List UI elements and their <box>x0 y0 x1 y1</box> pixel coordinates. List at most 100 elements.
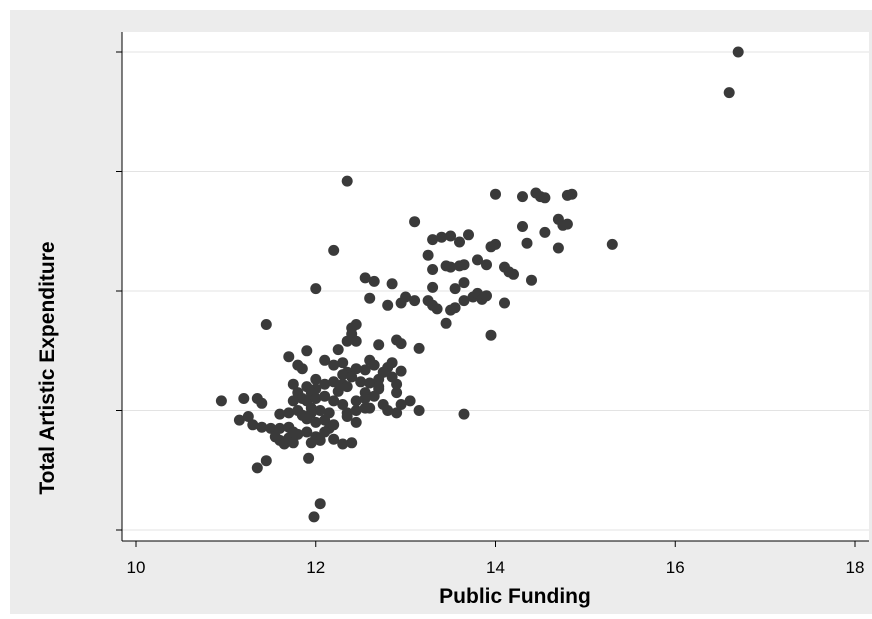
data-point <box>233 414 245 426</box>
data-point <box>337 399 349 410</box>
data-point <box>283 351 295 363</box>
x-axis-title: Public Funding <box>439 585 591 608</box>
data-point <box>337 438 349 450</box>
data-point <box>310 373 322 385</box>
plot-area <box>122 32 869 541</box>
data-point <box>328 433 340 445</box>
data-point <box>422 249 434 261</box>
data-point <box>458 259 470 271</box>
data-point <box>251 462 263 474</box>
data-point <box>368 275 380 287</box>
data-point <box>328 376 340 388</box>
data-point <box>440 317 452 329</box>
data-point <box>328 244 340 256</box>
data-point <box>526 274 537 286</box>
data-point <box>314 498 326 510</box>
data-point <box>449 302 461 314</box>
x-tick-label: 10 <box>127 558 146 577</box>
data-point <box>458 408 470 420</box>
data-point <box>427 264 439 275</box>
data-point <box>287 395 299 407</box>
data-point <box>395 399 407 410</box>
data-point <box>337 369 349 381</box>
data-point <box>319 414 331 426</box>
data-point <box>445 261 457 273</box>
data-point <box>566 188 578 200</box>
data-point <box>350 335 362 347</box>
data-point <box>409 216 421 228</box>
data-point <box>341 381 353 393</box>
data-point <box>305 437 317 449</box>
x-tick-label: 16 <box>666 558 685 577</box>
data-point <box>341 411 353 422</box>
data-point <box>319 390 331 402</box>
data-point <box>404 395 416 407</box>
data-point <box>373 381 385 393</box>
data-point <box>499 297 510 309</box>
data-point <box>382 299 394 311</box>
data-point <box>332 344 344 356</box>
data-point <box>413 405 425 416</box>
data-point <box>328 395 340 407</box>
data-point <box>481 259 492 271</box>
data-point <box>490 188 501 200</box>
data-point <box>391 387 403 399</box>
data-point <box>521 237 533 249</box>
data-point <box>274 422 286 434</box>
data-point <box>305 407 317 419</box>
data-point <box>328 359 340 371</box>
data-point <box>364 292 376 304</box>
data-point <box>359 402 371 414</box>
data-point <box>606 238 618 250</box>
data-point <box>368 390 380 402</box>
data-point <box>485 329 497 341</box>
data-point <box>242 411 254 422</box>
data-point <box>552 242 564 254</box>
data-point <box>508 268 519 280</box>
data-point <box>436 231 448 243</box>
data-point <box>395 365 407 377</box>
data-point <box>391 378 403 390</box>
data-point <box>319 354 331 366</box>
data-point <box>368 359 380 371</box>
data-point <box>314 405 326 416</box>
data-point <box>449 283 461 295</box>
data-point <box>350 416 362 428</box>
data-point <box>454 236 465 248</box>
data-point <box>303 452 315 464</box>
data-point <box>391 407 403 419</box>
data-point <box>337 357 349 369</box>
chart-background: 10 12 14 16 18 Public Funding Total Artistic… <box>10 10 872 614</box>
data-point <box>238 393 250 404</box>
x-tick-label: 14 <box>486 558 505 577</box>
data-point <box>539 226 551 238</box>
data-point <box>341 335 353 347</box>
data-point <box>485 241 497 253</box>
data-point <box>319 426 331 438</box>
data-point <box>395 338 407 350</box>
data-point <box>215 395 227 407</box>
data-point <box>472 254 483 266</box>
data-point <box>723 87 735 99</box>
gridlines <box>122 51 869 531</box>
data-point <box>350 395 362 407</box>
data-point <box>301 345 313 357</box>
data-point <box>413 342 425 354</box>
data-point <box>350 363 362 375</box>
data-point <box>427 234 439 246</box>
data-point <box>463 229 474 241</box>
data-point <box>247 419 259 431</box>
scatter-chart: 10 12 14 16 18 Public Funding Total Artistic… <box>36 32 869 608</box>
data-point <box>256 421 268 433</box>
data-point <box>386 278 398 290</box>
data-point <box>274 408 286 420</box>
data-point <box>283 407 295 419</box>
data-point <box>265 422 277 434</box>
data-point <box>431 303 443 315</box>
data-point <box>319 378 331 390</box>
data-point <box>332 385 344 397</box>
data-point <box>346 437 358 449</box>
data-point <box>308 511 320 523</box>
data-point <box>359 364 371 376</box>
data-point <box>395 297 407 309</box>
